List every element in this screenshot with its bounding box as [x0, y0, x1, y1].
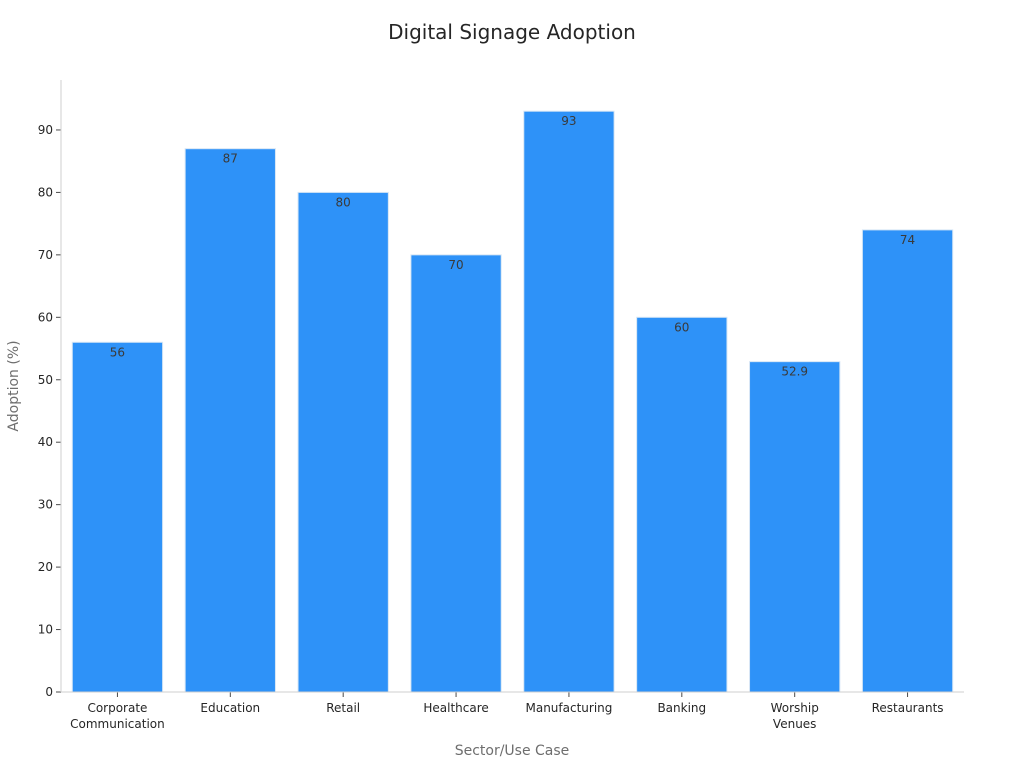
- y-tick-label: 60: [38, 310, 53, 324]
- x-axis-label: Sector/Use Case: [455, 743, 570, 759]
- x-tick-label: Healthcare: [423, 701, 488, 715]
- bar: [297, 191, 389, 693]
- y-axis-label: Adoption (%): [6, 340, 22, 431]
- chart-title: Digital Signage Adoption: [388, 20, 636, 44]
- y-tick-label: 80: [38, 185, 53, 199]
- bar: [636, 316, 728, 693]
- y-tick-label: 20: [38, 560, 53, 574]
- bar: [410, 254, 502, 693]
- x-tick-label-line: Education: [200, 701, 260, 715]
- x-tick-label: Education: [200, 701, 260, 715]
- bars-group: 56 87 80 70 93 60 52.9 74: [71, 110, 954, 693]
- y-axis-ticks: 0 10 20 30 40 50 60 70 80 90: [38, 123, 61, 699]
- y-tick-label: 30: [38, 498, 53, 512]
- x-tick-label: Worship Venues: [771, 701, 819, 731]
- x-tick-label-line: Retail: [326, 701, 360, 715]
- x-tick-label-line: Banking: [657, 701, 706, 715]
- y-tick-label: 10: [38, 623, 53, 637]
- x-tick-label-line: Communication: [70, 717, 165, 731]
- data-label: 52.9: [781, 365, 808, 379]
- x-tick-label: Restaurants: [872, 701, 944, 715]
- x-tick-label-line: Restaurants: [872, 701, 944, 715]
- bar: [71, 341, 164, 693]
- data-label: 80: [336, 195, 351, 209]
- bar: [523, 110, 615, 693]
- y-tick-label: 70: [38, 248, 53, 262]
- x-axis-ticks: Corporate Communication Education Retail Hea…: [70, 692, 944, 731]
- y-tick-label: 50: [38, 373, 53, 387]
- x-tick-label: Corporate Communication: [70, 701, 165, 731]
- data-label: 60: [674, 320, 689, 334]
- data-label: 93: [561, 114, 576, 128]
- bar: [184, 148, 276, 693]
- x-tick-label: Retail: [326, 701, 360, 715]
- data-label: 74: [900, 233, 915, 247]
- x-tick-label-line: Manufacturing: [525, 701, 612, 715]
- x-tick-label-line: Worship: [771, 701, 819, 715]
- y-tick-label: 40: [38, 435, 53, 449]
- data-label: 70: [448, 258, 463, 272]
- x-tick-label-line: Venues: [773, 717, 817, 731]
- data-label: 56: [110, 345, 125, 359]
- x-tick-label: Manufacturing: [525, 701, 612, 715]
- data-label: 87: [223, 152, 238, 166]
- bar: [749, 361, 841, 693]
- bar: [861, 229, 954, 693]
- x-tick-label-line: Healthcare: [423, 701, 488, 715]
- x-tick-label-line: Corporate: [87, 701, 147, 715]
- x-tick-label: Banking: [657, 701, 706, 715]
- y-tick-label: 90: [38, 123, 53, 137]
- y-tick-label: 0: [45, 685, 53, 699]
